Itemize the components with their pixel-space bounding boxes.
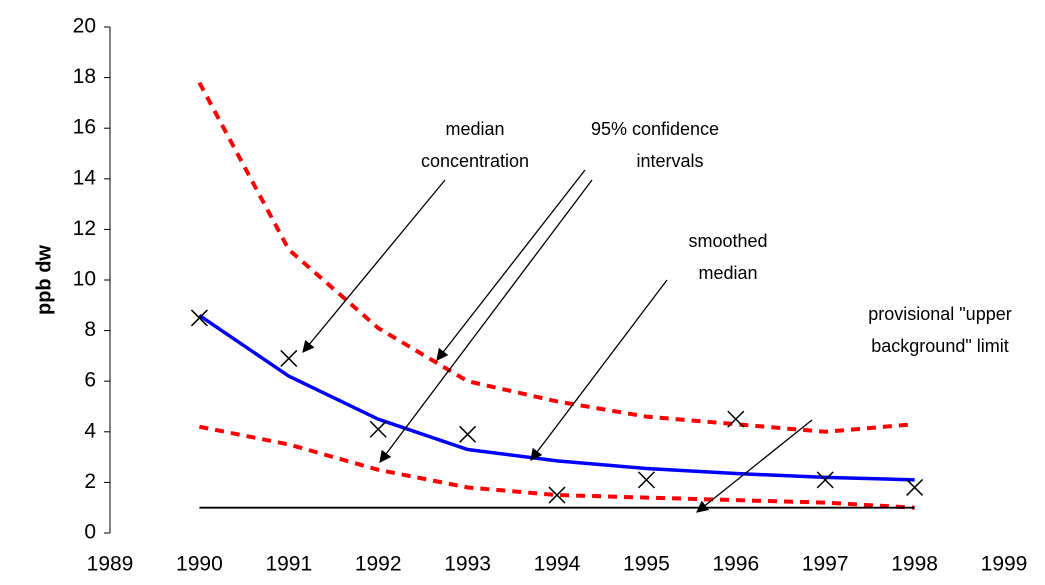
data-point: [459, 425, 477, 443]
y-tick-label: 6: [84, 369, 96, 392]
y-tick-label: 0: [84, 521, 96, 544]
x-tick-label: 1995: [623, 553, 670, 576]
series-line: [197, 81, 915, 434]
arrow: [302, 179, 446, 353]
data-point: [816, 471, 834, 489]
arrow: [379, 179, 593, 463]
data-point: [280, 349, 298, 367]
y-tick-label: 2: [84, 470, 96, 493]
x-tick-label: 1989: [87, 553, 134, 576]
annotation: smoothed: [688, 231, 767, 251]
annotation-arrows: [302, 169, 813, 513]
y-tick-label: 8: [84, 318, 96, 341]
y-tick-label: 16: [73, 116, 96, 139]
annotation: provisional "upper: [868, 304, 1011, 324]
x-tick-label: 1994: [534, 553, 581, 576]
x-tick-label: 1999: [981, 553, 1028, 576]
data-point: [906, 478, 924, 496]
y-axis-label: ppb dw: [33, 245, 55, 315]
annotation: background" limit: [871, 336, 1008, 356]
annotation: median: [445, 119, 504, 139]
data-point: [369, 420, 387, 438]
annotation: median: [698, 263, 757, 283]
x-tick-label: 1997: [802, 553, 849, 576]
data-point: [548, 486, 566, 504]
data-point: [727, 410, 745, 428]
y-tick-label: 14: [73, 166, 97, 189]
x-tick-label: 1990: [176, 553, 223, 576]
x-tick-label: 1993: [444, 553, 491, 576]
series-line: [198, 313, 915, 482]
x-tick-label: 1998: [891, 553, 938, 576]
annotation: intervals: [636, 151, 703, 171]
annotation: concentration: [421, 151, 529, 171]
y-tick-label: 4: [84, 419, 96, 442]
data-point: [637, 471, 655, 489]
arrow: [436, 169, 586, 361]
y-tick-label: 12: [73, 217, 96, 240]
x-tick-label: 1996: [712, 553, 759, 576]
y-tick-label: 10: [73, 268, 96, 291]
arrow: [696, 419, 813, 513]
y-tick-label: 18: [73, 65, 96, 88]
annotation: 95% confidence: [591, 119, 719, 139]
y-tick-label: 20: [73, 15, 96, 38]
x-tick-label: 1992: [355, 553, 402, 576]
x-tick-label: 1991: [265, 553, 312, 576]
data-point: [190, 309, 208, 327]
arrow: [530, 279, 668, 461]
